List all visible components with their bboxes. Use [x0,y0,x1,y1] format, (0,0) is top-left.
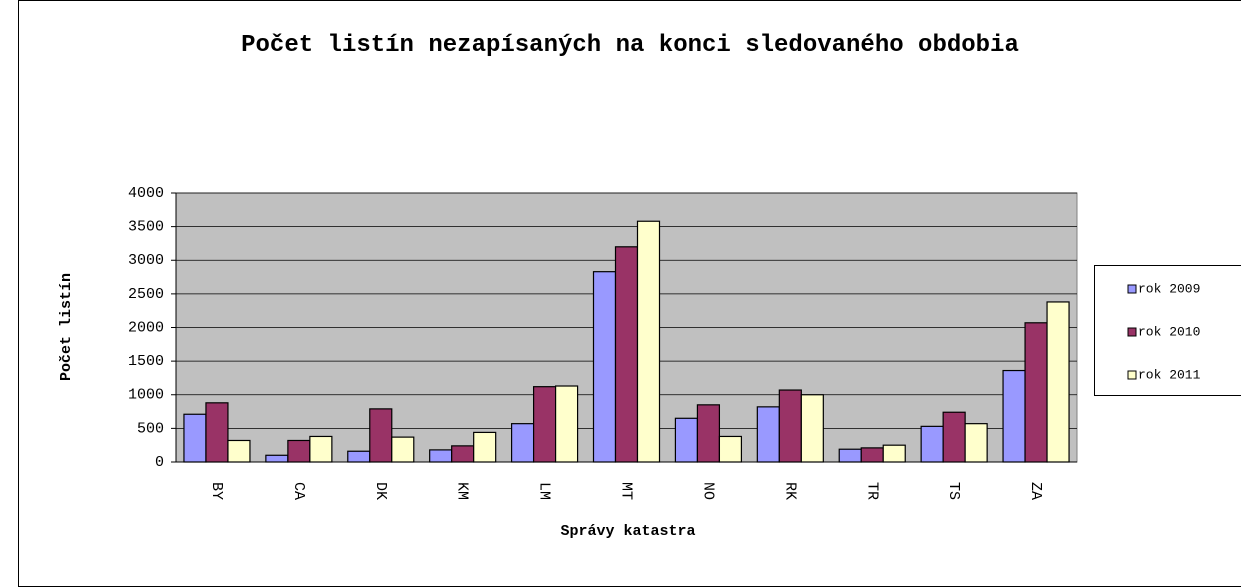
bar [347,450,371,463]
x-tick-label: TS [945,482,962,500]
bar [510,423,535,463]
x-tick-label: CA [290,482,307,500]
bar [696,404,721,463]
title-box: Počet listín nezapísaných na konci sledo… [241,32,1019,59]
legend-swatch [1127,284,1137,294]
x-tick-label: MT [618,482,635,500]
y-tick-label: 500 [137,420,164,437]
x-tick-label: NO [699,482,716,500]
bar [183,413,207,463]
bar [287,439,311,463]
y-tick-label: 1500 [128,353,164,370]
y-tick-label: 2000 [128,319,164,336]
bar [369,408,393,463]
bar [778,389,802,463]
bar [1046,301,1070,463]
bar [882,444,906,463]
bar [964,423,988,463]
bar [309,435,333,463]
y-tick-label: 0 [155,454,164,471]
x-axis-label: Správy katastra [560,523,695,540]
legend-label: rok 2011 [1138,367,1201,382]
x-tick-label: TR [863,482,880,500]
bar [636,220,661,463]
x-tick-label: KM [454,482,471,500]
bar [473,431,497,463]
bar [554,385,579,463]
y-tick-label: 3500 [128,219,164,236]
y-tick-label: 1000 [128,387,164,404]
y-tick-label: 2500 [128,286,164,303]
bar [451,445,475,463]
bar [1002,369,1026,463]
bar [942,411,966,463]
x-tick-label: LM [536,482,553,500]
bar [718,435,743,463]
bar [532,386,557,463]
bar [920,425,944,463]
x-tick-label: RK [781,482,798,500]
y-tick-label: 4000 [128,185,164,202]
bar [592,271,617,463]
legend-swatch [1127,370,1137,380]
bar [1024,322,1048,463]
legend-label: rok 2010 [1138,324,1200,339]
bar [756,406,780,463]
bar [227,439,251,463]
bar [674,417,699,463]
bar [265,454,289,463]
bar [205,402,229,463]
legend-swatch [1127,327,1137,337]
x-tick-label: ZA [1027,482,1044,500]
x-tick-label: BY [208,482,225,500]
bar [838,448,862,463]
legend [1094,265,1241,396]
bar [391,436,415,463]
bar [614,246,639,463]
bar [429,449,453,463]
bar [860,447,884,463]
bar [800,394,824,463]
chart-title: Počet listín nezapísaných na konci sledo… [241,32,1019,59]
legend-label: rok 2009 [1138,281,1200,296]
y-tick-label: 3000 [128,252,164,269]
y-axis-label: Počet listín [58,273,75,381]
x-tick-label: DK [372,482,389,500]
